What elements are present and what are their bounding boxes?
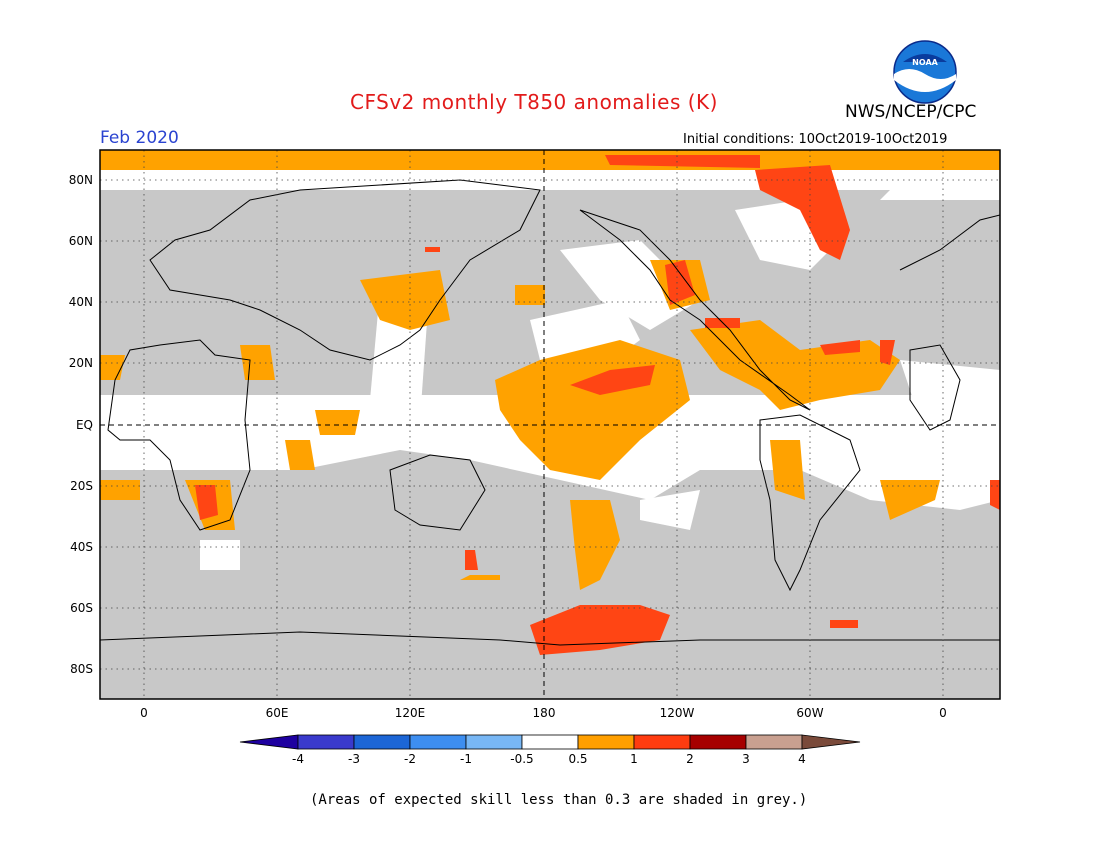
- lat-label: 20S: [70, 479, 93, 493]
- colorbar-label: -4: [292, 752, 304, 766]
- colorbar-segment: [521, 734, 579, 750]
- lat-label: EQ: [76, 418, 93, 432]
- lat-label: 80N: [69, 173, 93, 187]
- lon-label: 0: [939, 706, 947, 720]
- colorbar-label: 2: [686, 752, 694, 766]
- colorbar-label: -2: [404, 752, 416, 766]
- colorbar-segment: [353, 734, 411, 750]
- colorbar: -4 -3 -2 -1 -0.5 0.5 1 2 3 4: [239, 734, 861, 766]
- agency-label: NWS/NCEP/CPC: [845, 102, 977, 122]
- noaa-logo: NOAA: [893, 40, 957, 104]
- valid-month-label: Feb 2020: [100, 128, 179, 148]
- lat-label: 60S: [70, 601, 93, 615]
- colorbar-upper-arrow: [801, 734, 861, 750]
- latitude-labels: 80N 60N 40N 20N EQ 20S 40S 60S 80S: [69, 173, 93, 676]
- colorbar-label: 1: [630, 752, 638, 766]
- lon-label: 120E: [395, 706, 426, 720]
- colorbar-label: -3: [348, 752, 360, 766]
- colorbar-segment: [633, 734, 691, 750]
- lon-label: 180: [533, 706, 556, 720]
- colorbar-segment: [577, 734, 635, 750]
- lat-label: 20N: [69, 356, 93, 370]
- colorbar-segment: [297, 734, 355, 750]
- footnote: (Areas of expected skill less than 0.3 a…: [310, 792, 808, 808]
- lat-label: 60N: [69, 234, 93, 248]
- anomaly-map: 80N 60N 40N 20N EQ 20S 40S 60S 80S 0 60E…: [69, 149, 1001, 766]
- colorbar-label: 4: [798, 752, 806, 766]
- colorbar-segment: [689, 734, 747, 750]
- colorbar-label: 3: [742, 752, 750, 766]
- colorbar-segment: [465, 734, 523, 750]
- colorbar-label: 0.5: [568, 752, 587, 766]
- colorbar-segment: [745, 734, 803, 750]
- logo-text: NOAA: [912, 58, 938, 67]
- lon-label: 60E: [266, 706, 289, 720]
- lon-label: 120W: [660, 706, 695, 720]
- initial-conditions-label: Initial conditions: 10Oct2019-10Oct2019: [683, 132, 948, 147]
- lat-lon-grid: [100, 150, 1000, 699]
- chart-title: CFSv2 monthly T850 anomalies (K): [350, 90, 718, 114]
- colorbar-label: -0.5: [510, 752, 533, 766]
- longitude-labels: 0 60E 120E 180 120W 60W 0: [140, 706, 947, 720]
- lat-label: 40N: [69, 295, 93, 309]
- colorbar-label: -1: [460, 752, 472, 766]
- colorbar-segment: [409, 734, 467, 750]
- lat-label: 40S: [70, 540, 93, 554]
- equator-dateline: [100, 150, 1000, 699]
- lon-label: 0: [140, 706, 148, 720]
- colorbar-lower-arrow: [239, 734, 299, 750]
- lat-label: 80S: [70, 662, 93, 676]
- lon-label: 60W: [796, 706, 823, 720]
- map-frame: [99, 149, 1001, 700]
